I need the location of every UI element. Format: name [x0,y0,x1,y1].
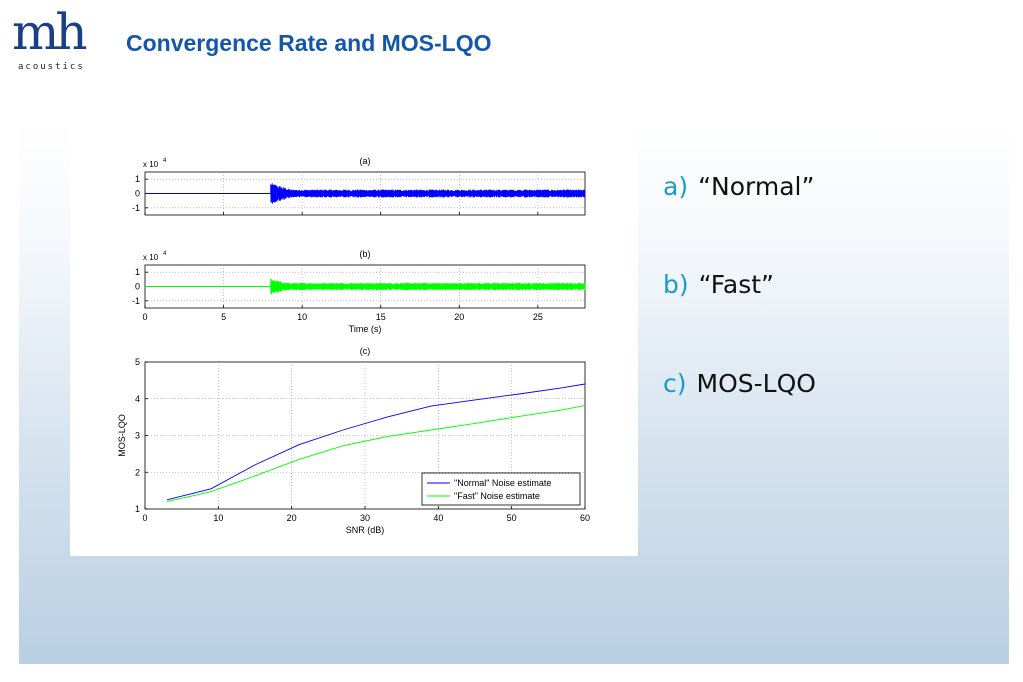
axes-2-xtick-label: 20 [287,513,297,523]
axes-0-ytick-label: -1 [132,203,140,213]
axes-0-ytick-label: 1 [135,174,140,184]
bullet-marker: a) [663,172,689,201]
axes-1-ytick-label: 1 [135,267,140,277]
bullet-text: “Fast” [698,270,774,299]
axes-2-ytick-label: 1 [135,504,140,514]
axes-0-exponent-label: x 10 [143,160,159,169]
company-logo: mh acoustics [12,6,102,76]
axes-1-exponent-label: x 10 [143,253,159,262]
axes-2-xtick-label: 0 [142,513,147,523]
bullet-text: MOS-LQO [696,369,816,398]
axes-0-waveform [145,183,586,204]
bullet-item-mos: c) MOS-LQO [663,369,816,398]
axes-1-title: (b) [360,249,371,259]
axes-1-ytick-label: -1 [132,296,140,306]
axes-1-xtick-label: 0 [142,312,147,322]
axes-2-ytick-label: 3 [135,431,140,441]
axes-1-xtick-label: 5 [221,312,226,322]
axes-2-xtick-label: 30 [360,513,370,523]
legend-label-1: "Fast" Noise estimate [454,491,540,501]
axes-2-ytick-label: 4 [135,394,140,404]
axes-2-ytick-label: 5 [135,357,140,367]
axes-1-ytick-label: 0 [135,282,140,292]
series-line-1 [166,404,586,503]
axes-1-exponent-power: 4 [163,251,167,257]
axes-2-ytick-label: 2 [135,467,140,477]
axes-2-xlabel: SNR (dB) [346,525,385,535]
axes-1-xlabel: Time (s) [349,324,382,334]
axes-2-xtick-label: 60 [580,513,590,523]
axes-0-exponent-power: 4 [163,158,167,164]
bullet-text: “Normal” [698,172,815,201]
chart-legend [421,472,581,506]
axes-2-ylabel: MOS-LQO [117,414,127,457]
logo-mark: mh [12,3,88,61]
legend-label-0: "Normal" Noise estimate [454,478,551,488]
axes-1-xtick-label: 15 [376,312,386,322]
axes-1-xtick-label: 20 [454,312,464,322]
axes-0-title: (a) [360,156,371,166]
axes-2-title: (c) [360,346,371,356]
bullet-marker: c) [663,369,687,398]
axes-1-xtick-label: 25 [533,312,543,322]
logo-subtitle: acoustics [18,62,85,72]
bullet-item-normal: a) “Normal” [663,172,814,201]
slide-title: Convergence Rate and MOS-LQO [126,30,492,56]
matlab-figure: 1 0 -1 (a) x 10 4 0 5 10 15 20 25 1 0 -1 (b) x 10 4 Time (… [70,125,638,556]
bullet-item-fast: b) “Fast” [663,270,774,299]
axes-1-xtick-label: 10 [297,312,307,322]
axes-2-xtick-label: 50 [507,513,517,523]
series-line-0 [166,383,586,501]
axes-2-xtick-label: 40 [433,513,443,523]
axes-1-waveform [145,278,586,295]
axes-2-xtick-label: 10 [213,513,223,523]
axes-0-ytick-label: 0 [135,189,140,199]
bullet-marker: b) [663,270,689,299]
